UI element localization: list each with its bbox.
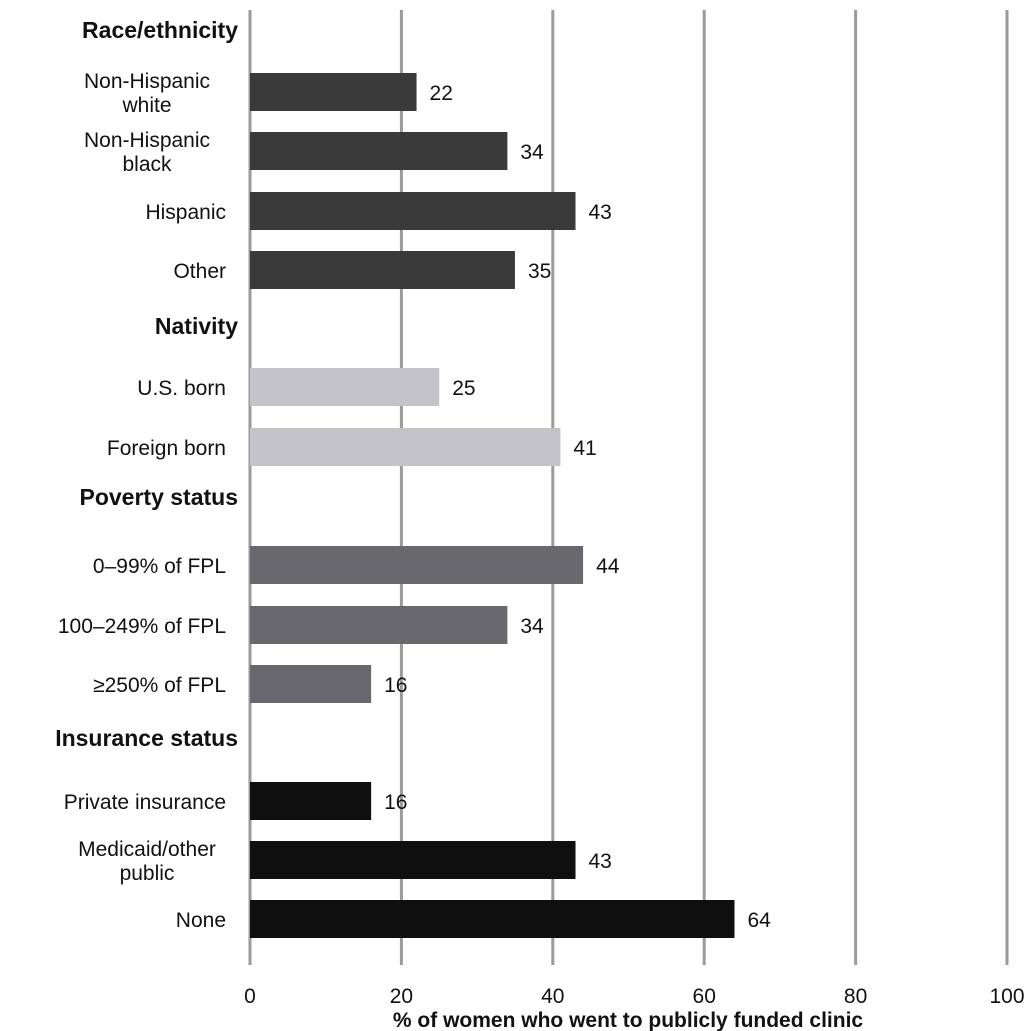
x-axis-title: % of women who went to publicly funded c…	[393, 1009, 863, 1031]
category-label: ≥250% of FPL	[93, 674, 226, 697]
category-label: None	[176, 909, 226, 932]
x-tick-label: 40	[541, 985, 564, 1008]
bar-value-label: 25	[452, 377, 475, 400]
group-heading: Poverty status	[79, 484, 238, 510]
bar-value-label: 43	[589, 201, 612, 224]
bar-value-label: 35	[528, 260, 551, 283]
category-label: U.S. born	[137, 377, 226, 400]
category-label: 100–249% of FPL	[58, 615, 226, 638]
x-axis: 0 20 40 60 80 100	[244, 985, 1024, 1008]
x-tick-label: 20	[390, 985, 413, 1008]
category-label: Non-Hispanic white	[84, 70, 210, 117]
bar-value-label: 44	[596, 555, 620, 578]
bar-value-label: 16	[384, 791, 407, 814]
group-heading: Insurance status	[55, 725, 238, 751]
bar-value-label: 22	[430, 82, 453, 105]
bar	[250, 782, 372, 820]
x-tick-label: 0	[244, 985, 256, 1008]
bar	[250, 73, 417, 111]
bar	[250, 251, 515, 289]
bars	[250, 73, 735, 938]
bar	[250, 132, 508, 170]
bar	[250, 900, 735, 938]
category-label: Foreign born	[107, 437, 226, 460]
bar-value-label: 41	[573, 437, 596, 460]
bar	[250, 665, 372, 703]
bar-value-label: 34	[520, 141, 544, 164]
bar	[250, 192, 576, 230]
bar-value-label: 64	[747, 909, 771, 932]
bar-value-label: 34	[520, 615, 544, 638]
x-tick-label: 100	[989, 985, 1024, 1008]
category-label: Other	[173, 260, 226, 283]
group-heading: Nativity	[155, 313, 238, 339]
category-label: Medicaid/other public	[78, 838, 216, 885]
category-label: 0–99% of FPL	[93, 555, 226, 578]
bar-value-label: 43	[589, 850, 612, 873]
category-label: Non-Hispanic black	[84, 129, 210, 176]
bar-value-label: 16	[384, 674, 407, 697]
bar	[250, 606, 508, 644]
bar	[250, 368, 440, 406]
category-label: Private insurance	[64, 791, 226, 814]
bar	[250, 428, 561, 466]
x-tick-label: 80	[844, 985, 867, 1008]
bar	[250, 546, 584, 584]
category-labels: Race/ethnicity 22 Non-Hispanic white 34 Non-H…	[55, 17, 771, 932]
bar	[250, 841, 576, 879]
x-tick-label: 60	[693, 985, 716, 1008]
category-label: Hispanic	[145, 201, 226, 224]
group-heading: Race/ethnicity	[82, 17, 238, 43]
